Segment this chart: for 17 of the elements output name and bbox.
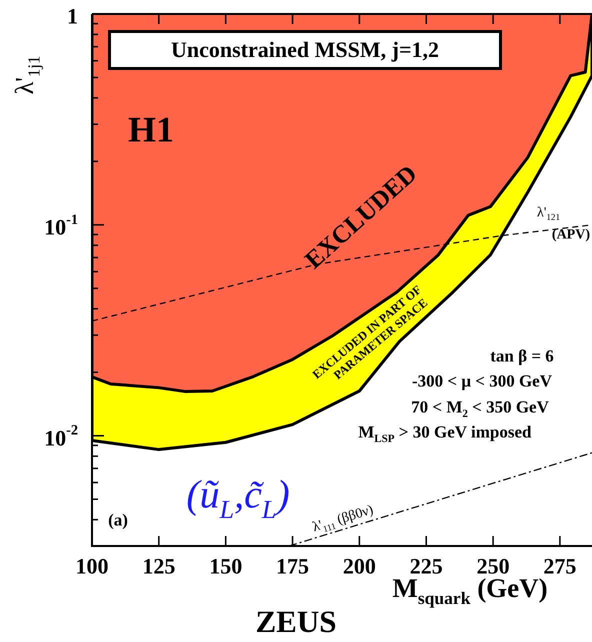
text: λ'111 (ββ0ν) xyxy=(310,502,376,536)
text-box: Unconstrained MSSM, j=1,2 xyxy=(108,30,502,70)
x-tick-label: 100 xyxy=(76,554,108,579)
annotation: H1 xyxy=(128,109,174,150)
x-tick-label: 125 xyxy=(142,554,176,579)
annotation: tan β = 6 xyxy=(490,346,554,366)
x-tick-label: 225 xyxy=(410,554,443,579)
y-tick-label: 1 xyxy=(67,4,78,29)
x-tick-label: 150 xyxy=(209,554,242,579)
x-tick-label: 175 xyxy=(276,554,310,579)
x-tick-label: 275 xyxy=(543,554,576,579)
annotation: -300 < μ < 300 GeV xyxy=(412,371,553,390)
y-axis-title: λ'1j1 xyxy=(10,56,44,94)
annotation: (a) xyxy=(108,510,128,530)
x-tick-label: 250 xyxy=(476,554,510,579)
x-tick-label: 200 xyxy=(342,554,376,579)
text: ZEUS xyxy=(256,604,336,640)
